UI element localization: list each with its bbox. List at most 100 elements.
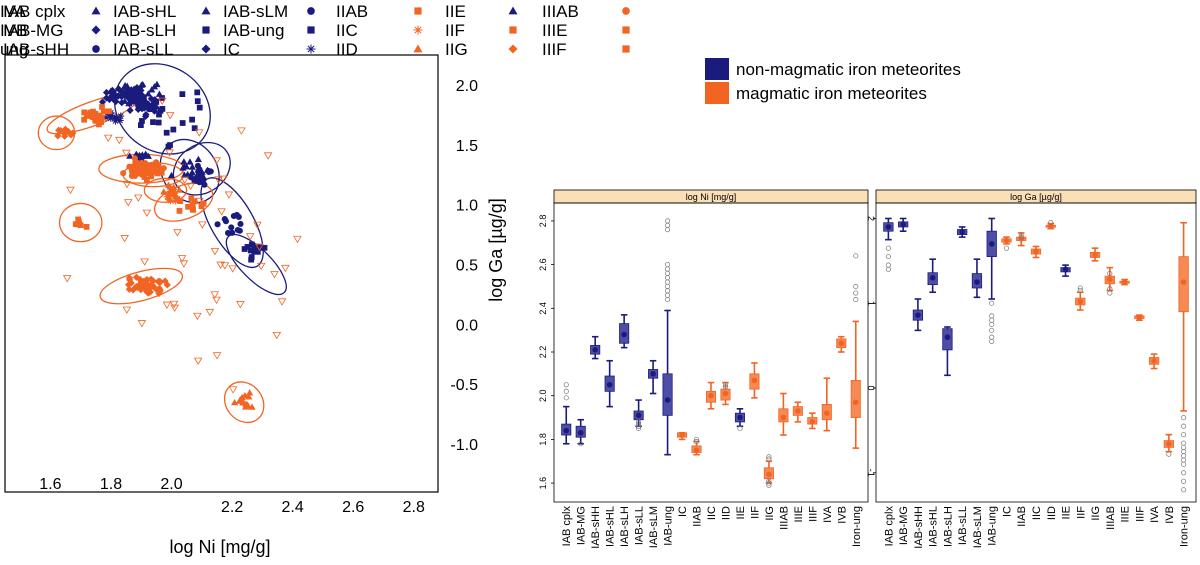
- box-category-label-IVB: IVB: [836, 506, 848, 524]
- scatter-point-IVA: [142, 276, 150, 284]
- scatter-point-IAB-sHL: [180, 171, 189, 178]
- scatter-point-IIIE: [140, 166, 147, 173]
- scatter-point-IIIAB: [160, 165, 167, 172]
- legend-symbol-IIAB: [414, 7, 422, 15]
- legend-symbol-IIE: [508, 6, 518, 15]
- legend-label-IAB-sLL: IAB-sLL: [113, 40, 173, 59]
- scatter-point-IIAB: [81, 109, 88, 116]
- scatter-point-IIAB: [101, 108, 107, 115]
- legend-symbol-IIIF: [622, 45, 630, 53]
- scatter-point-IAB-sLL: [126, 106, 134, 114]
- box-category-label-IIIF: IIIF: [807, 506, 819, 522]
- scatter-point-IVA: [143, 286, 151, 294]
- panel-y-tick-2.6: 2.6: [538, 258, 548, 271]
- panel-y-tick-2.4: 2.4: [538, 302, 548, 315]
- box-outlier-IID: [722, 384, 729, 390]
- box-median-IIC: [708, 392, 714, 399]
- scatter-point-IAB-ung: [153, 99, 160, 105]
- box-outlier-IAB-ung: [665, 283, 671, 290]
- box-median-IAB-sHH: [592, 347, 598, 353]
- box-category-label-IIIE: IIIE: [1120, 506, 1132, 523]
- legend-symbol-IAB-sLH: [202, 26, 210, 34]
- panel-strip-label: log Ga [µg/g]: [1010, 192, 1062, 202]
- box-outlier-Iron-ung: [1181, 444, 1187, 450]
- scatter-point-ung: [162, 301, 172, 309]
- group-legend-label-mag: magmatic iron meteorites: [736, 84, 927, 103]
- scatter-point-ung: [122, 180, 132, 189]
- box-median-Iron-ung: [1180, 279, 1187, 285]
- box-outlier-Iron-ung: [1181, 457, 1187, 463]
- box-median-IAB-ung: [988, 241, 995, 247]
- scatter-point-IIIE: [137, 170, 143, 177]
- cluster-ellipse-9: [153, 182, 214, 222]
- scatter-point-IID: [170, 187, 179, 195]
- scatter-point-IVA: [161, 277, 169, 285]
- scatter-point-IAB-ung: [133, 94, 140, 101]
- panel-y-tick-2: 2: [866, 216, 876, 221]
- scatter-point-IVA: [125, 274, 134, 282]
- scatter-point-IAB-ung: [196, 104, 203, 111]
- scatter-point-IAB-MG: [98, 98, 107, 106]
- scatter-point-IAB-sLH: [248, 241, 255, 248]
- scatter-point-IVA: [163, 281, 171, 289]
- box-median-IC: [1003, 237, 1010, 244]
- box-median-IIIF: [809, 419, 816, 425]
- scatter-point-IIIAB: [131, 155, 138, 162]
- box-outlier-IIIAB: [1107, 290, 1113, 296]
- box-outlier-IIAB: [693, 439, 700, 445]
- cluster-ellipse-11: [58, 202, 103, 243]
- box-category-label-IAB-sLH: IAB-sLH: [942, 506, 954, 547]
- box-outlier-IIG: [766, 480, 772, 486]
- scatter-point-IAB-sHL: [180, 158, 188, 165]
- scatter-point-IID: [175, 186, 183, 193]
- scatter-point-IIC: [163, 193, 171, 201]
- scatter-point-IIIAB: [120, 170, 127, 177]
- box-outlier-Iron-ung: [1181, 440, 1187, 446]
- scatter-point-ung: [256, 262, 266, 271]
- legend-symbol-IAB-sHH: [92, 45, 100, 53]
- scatter-point-IAB-sLH: [241, 246, 248, 252]
- box-outlier-IIF: [1077, 285, 1083, 291]
- scatter-point-IAB-sLH: [254, 248, 261, 255]
- box-median-IVB: [838, 340, 845, 347]
- legend-label-IIC: IIC: [336, 21, 358, 40]
- group-legend-label-nonmag: non-magmatic iron meteorites: [736, 60, 961, 79]
- box-category-label-IIC: IIC: [706, 506, 718, 520]
- scatter-point-IVA: [149, 281, 157, 290]
- scatter-point-ung: [212, 352, 222, 360]
- panel-y-tick-2.8: 2.8: [538, 215, 548, 228]
- scatter-point-IAB-sLL: [129, 97, 138, 105]
- scatter-point-IAB-MG: [118, 88, 126, 96]
- scatter-point-ung: [220, 262, 230, 270]
- legend-symbol-IAB-MG: [91, 25, 101, 35]
- scatter-point-ung: [157, 97, 167, 106]
- box-median-IIC: [1033, 248, 1039, 255]
- panel-frame: [553, 202, 869, 503]
- scatter-point-IIIF: [75, 218, 82, 224]
- box-outlier-IAB-ung: [665, 270, 671, 276]
- box-category-label-IIAB: IIAB: [692, 506, 704, 527]
- box-category-label-IIG: IIG: [1090, 506, 1102, 521]
- scatter-point-IVA: [127, 279, 135, 287]
- box-outlier-IAB-ung: [989, 300, 995, 306]
- scatter-y-tick-0.0: 0.0: [456, 317, 478, 334]
- box-median-IID: [722, 390, 729, 397]
- cluster-ellipse-2: [172, 141, 231, 196]
- scatter-point-ung: [179, 260, 189, 268]
- panel-strip-label: log Ni [mg/g]: [686, 192, 737, 202]
- scatter-point-IAB-sLM: [205, 167, 212, 174]
- scatter-point-IIAB: [83, 112, 90, 119]
- box-outlier-IAB-ung: [989, 317, 995, 323]
- box-category-label-IIC: IIC: [1031, 506, 1043, 520]
- group-legend: non-magmatic iron meteorites magmatic iro…: [705, 58, 961, 104]
- scatter-point-IAB-sHL: [182, 163, 191, 170]
- box-median-IIIE: [795, 408, 801, 414]
- scatter-point-IAB-sHL: [167, 171, 176, 179]
- cluster-ellipse-4: [225, 233, 287, 296]
- box-IAB-ung: [662, 373, 673, 416]
- panel-frame: [875, 202, 1197, 503]
- scatter-point-ung: [103, 134, 113, 143]
- scatter-point-IAB-sLH: [244, 244, 251, 250]
- box-outlier-IAB-ung: [665, 288, 671, 294]
- legend-symbol-IID: [413, 44, 423, 53]
